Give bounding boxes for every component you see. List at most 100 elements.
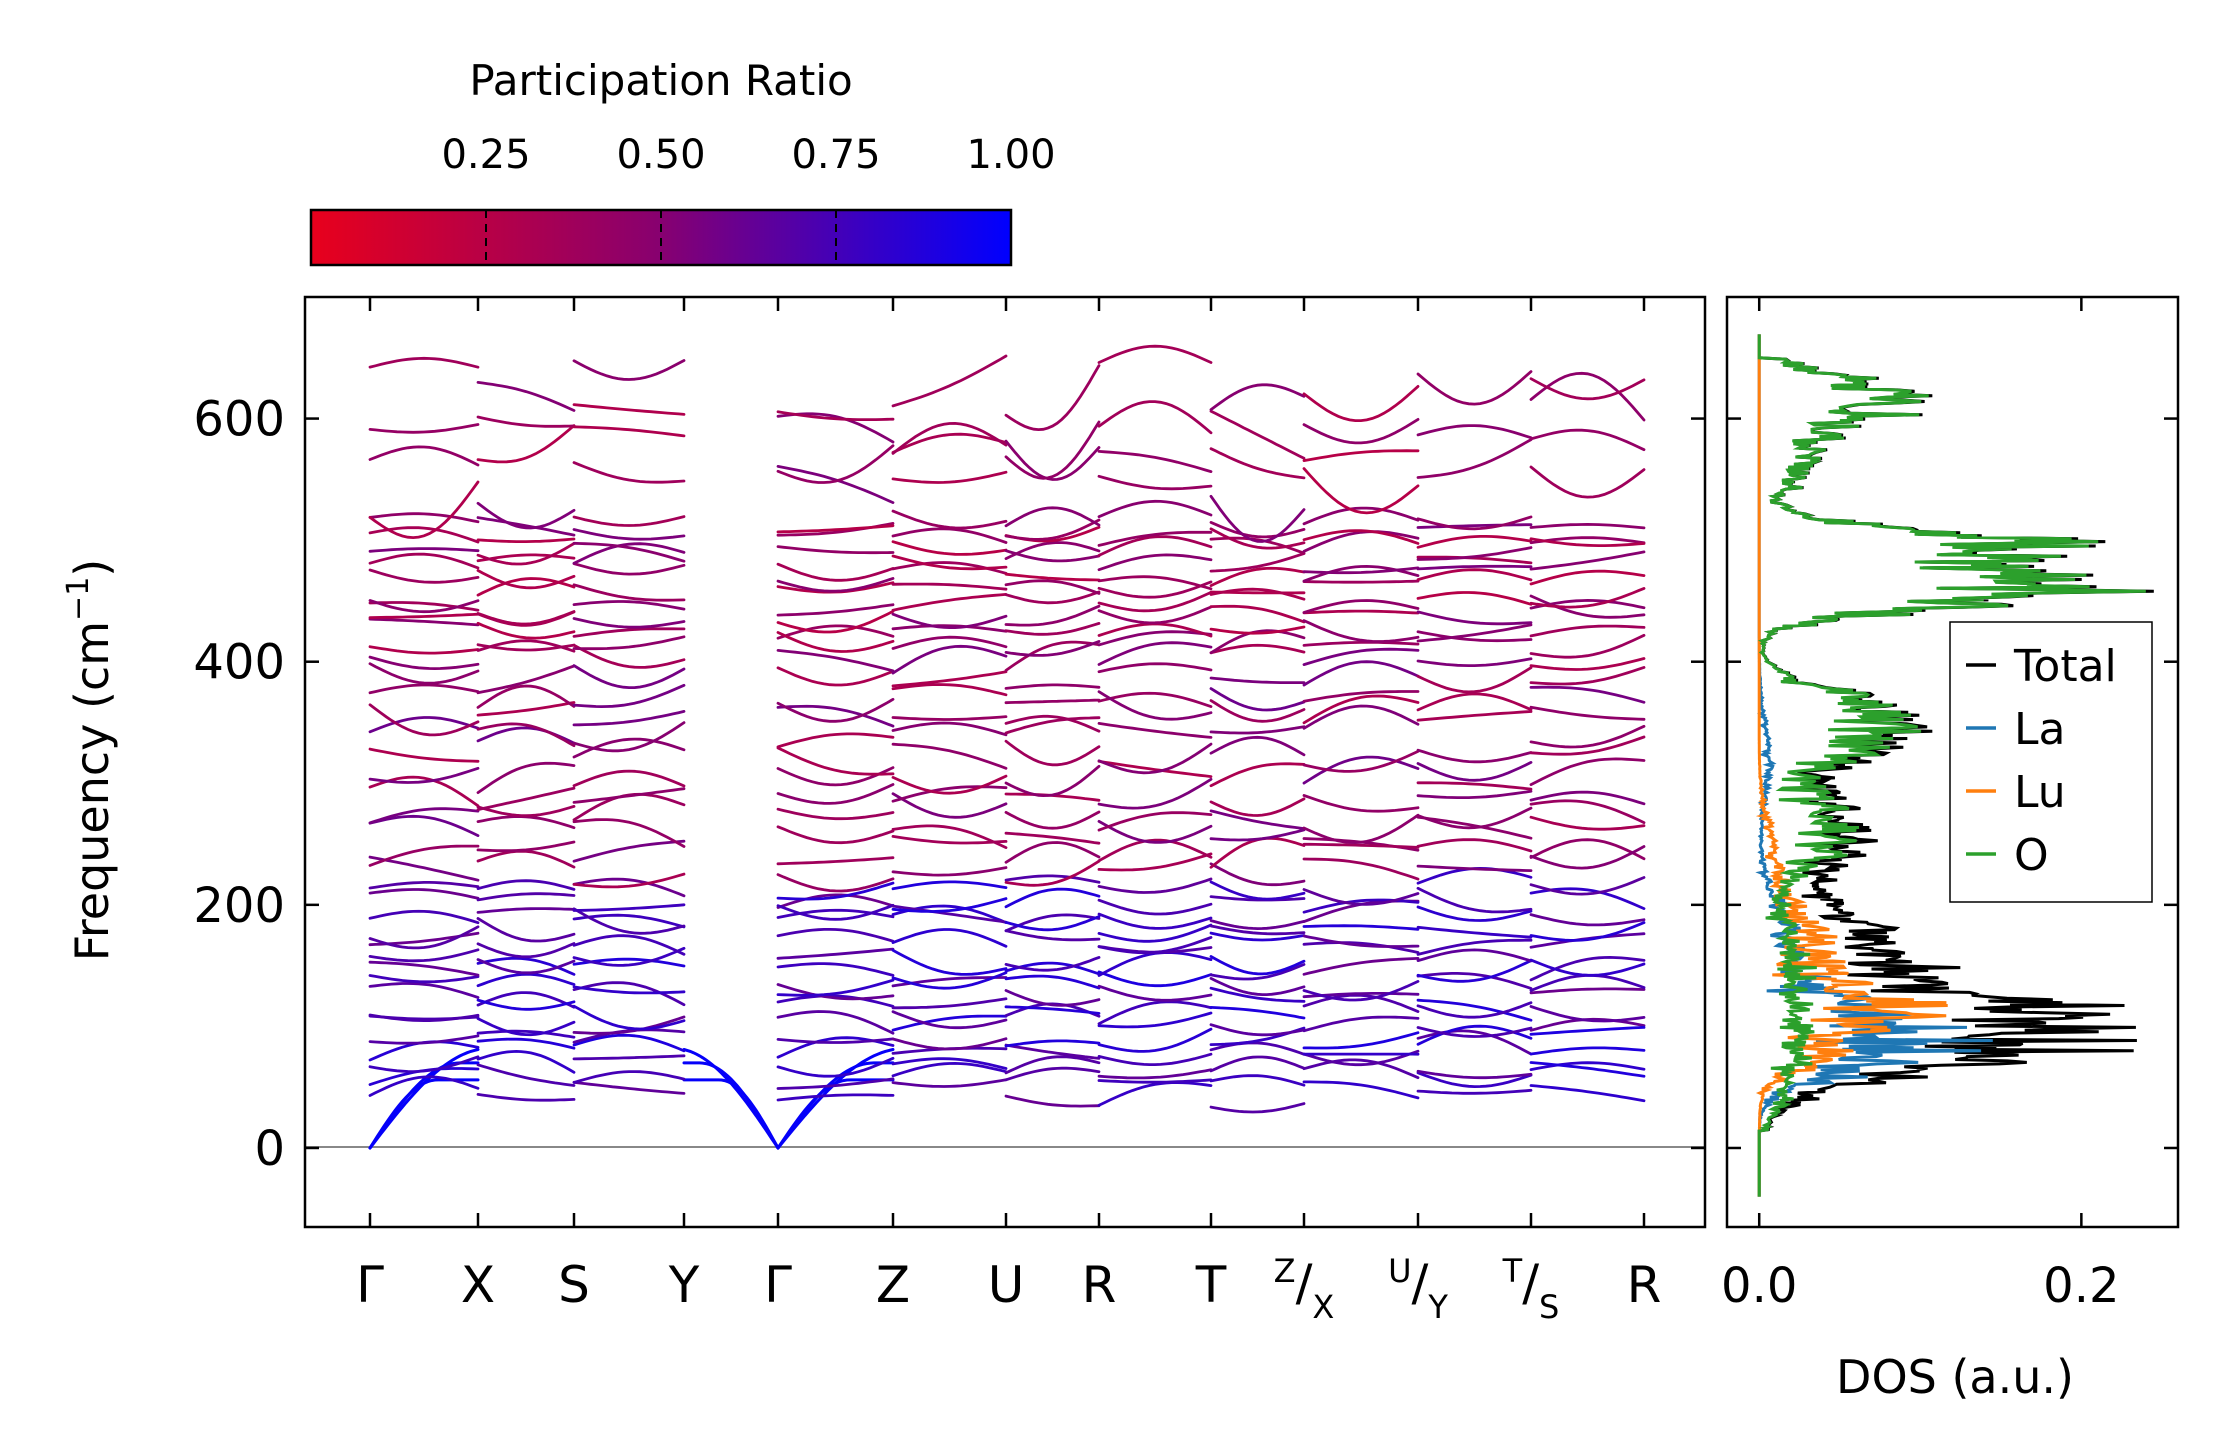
band-line	[476, 815, 576, 830]
band-line	[891, 1057, 1008, 1070]
band-line	[1209, 527, 1306, 550]
band-line	[891, 785, 1008, 803]
band-line	[1529, 838, 1646, 861]
band-line	[572, 635, 686, 651]
band-line	[368, 612, 480, 619]
band-line	[1416, 998, 1533, 1022]
band-line	[476, 1029, 576, 1039]
band-line	[776, 893, 895, 909]
band-line	[1004, 739, 1101, 767]
band-line	[776, 978, 895, 997]
band-line	[1209, 1006, 1306, 1020]
colorbar-tick-label: 0.50	[616, 132, 705, 178]
band-line	[1004, 859, 1101, 887]
band-line	[776, 1056, 895, 1078]
band-line	[1097, 450, 1213, 473]
band-line	[1209, 924, 1306, 936]
band-line	[368, 1040, 480, 1062]
band-line	[1097, 605, 1213, 625]
band-line	[891, 721, 1008, 737]
band-line	[368, 888, 480, 900]
band-line	[1004, 590, 1101, 605]
band-line	[1209, 963, 1306, 981]
band-line	[1529, 958, 1646, 977]
band-line	[1302, 418, 1420, 445]
band-line	[368, 814, 480, 837]
band-line	[1416, 815, 1533, 840]
band-line	[776, 873, 895, 893]
band-line	[1097, 641, 1213, 666]
band-line	[1004, 810, 1101, 830]
band-line	[1097, 662, 1213, 674]
band-line	[368, 547, 480, 553]
band-line	[368, 747, 480, 763]
band-line	[1004, 874, 1101, 884]
legend-label: O	[2014, 830, 2049, 881]
dos-curves	[1755, 334, 2154, 1197]
y-tick-label: 200	[193, 878, 285, 934]
band-line	[1529, 724, 1646, 749]
band-line	[1529, 537, 1646, 547]
band-line	[368, 1013, 480, 1022]
band-line	[1097, 1081, 1213, 1107]
band-line	[1529, 845, 1646, 870]
band-line	[891, 582, 1008, 591]
band-line	[1209, 836, 1306, 869]
band-line	[1004, 1094, 1101, 1108]
band-line	[1416, 623, 1533, 643]
band-line	[776, 994, 895, 1008]
legend-label: Lu	[2014, 767, 2066, 818]
band-line	[572, 541, 686, 563]
legend-label: La	[2014, 704, 2065, 755]
band-line	[572, 403, 686, 416]
colorbar-tick-label: 0.25	[441, 132, 530, 178]
band-line	[1209, 643, 1306, 655]
band-line	[1416, 972, 1533, 990]
band-line	[891, 354, 1008, 408]
band-line	[776, 610, 895, 634]
colorbar-ticks	[485, 210, 837, 265]
band-line	[1209, 735, 1306, 757]
band-line	[776, 649, 895, 673]
band-line	[1416, 1069, 1533, 1080]
band-line	[1529, 987, 1646, 995]
colorbar-tick-labels: 0.25 0.50 0.75 1.00	[441, 132, 1055, 178]
band-line	[891, 527, 1008, 544]
band-line	[1097, 630, 1213, 647]
band-line	[1097, 535, 1213, 557]
band-line	[1097, 580, 1213, 599]
band-line	[368, 1034, 480, 1045]
band-line	[1209, 552, 1306, 573]
dos-panel: 0.0 0.2 DOS (a.u.) Total La Lu O	[1721, 295, 2180, 1404]
band-line	[776, 444, 895, 484]
band-line	[1529, 657, 1646, 671]
band-line	[891, 421, 1008, 455]
band-line	[1416, 535, 1533, 549]
y-axis-label-sup: −1	[61, 577, 96, 621]
band-line	[891, 1061, 1008, 1078]
band-line	[1209, 699, 1306, 723]
band-line	[1004, 831, 1101, 845]
band-line	[776, 524, 895, 534]
band-axes-frame	[303, 295, 1707, 1229]
band-line	[368, 1075, 480, 1097]
band-line	[776, 697, 895, 723]
band-line	[572, 769, 686, 788]
band-line	[1416, 886, 1533, 914]
band-line	[776, 783, 895, 805]
band-line	[1529, 377, 1646, 401]
band-line	[1004, 974, 1101, 990]
band-line	[1209, 566, 1306, 587]
band-line	[572, 542, 686, 565]
band-line	[1004, 764, 1101, 798]
band-line	[572, 792, 686, 822]
band-line	[572, 787, 686, 804]
band-line	[776, 856, 895, 866]
band-line	[776, 410, 895, 421]
svg-text:Frequency (cm−1): Frequency (cm−1)	[61, 559, 119, 962]
band-line	[891, 683, 1008, 697]
band-line	[1004, 640, 1101, 672]
band-line	[572, 643, 686, 669]
band-line	[1416, 657, 1533, 667]
